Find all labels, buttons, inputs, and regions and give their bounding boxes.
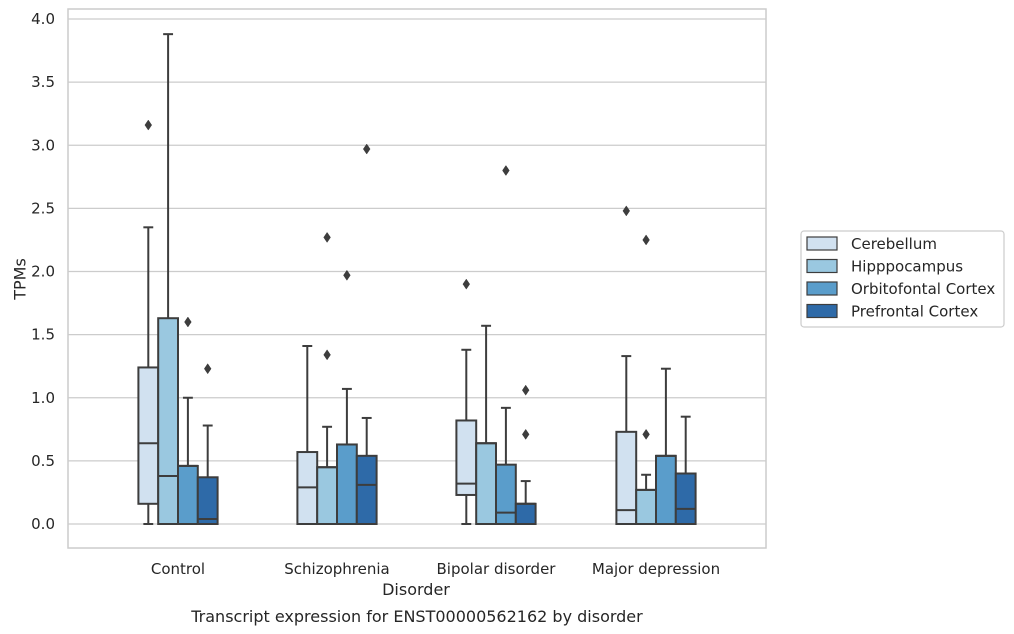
box-body — [475, 442, 498, 526]
plot-frame — [67, 8, 767, 549]
box-cerebellum — [615, 205, 638, 525]
y-tick-label: 4.0 — [31, 10, 55, 28]
y-tick-label: 1.5 — [31, 326, 55, 344]
x-tick-label: Schizophrenia — [284, 560, 389, 578]
box-prefrontal-cortex — [355, 143, 378, 526]
legend-swatch — [806, 236, 838, 251]
y-tick-label: 2.0 — [31, 263, 55, 281]
y-tick-label: 0.0 — [31, 515, 55, 533]
x-axis-ticks: Control Schizophrenia Bipolar disorder Majo… — [151, 560, 720, 578]
outlier-point — [343, 269, 351, 281]
outlier-point — [203, 363, 212, 375]
box-body — [177, 464, 199, 525]
outlier-point — [184, 316, 192, 328]
box-cerebellum — [455, 278, 478, 525]
outlier-point — [642, 428, 650, 440]
outlier-point — [323, 349, 331, 361]
y-tick-label: 3.0 — [31, 136, 55, 154]
y-tick-label: 3.5 — [31, 73, 55, 91]
box-hipppocampus — [635, 234, 658, 526]
outlier-point — [462, 278, 471, 290]
box-prefrontal-cortex — [674, 415, 697, 525]
x-axis-label: Disorder — [382, 580, 450, 599]
legend: Cerebellum Hipppocampus Orbitofontal Corte… — [800, 230, 1005, 328]
outlier-point — [323, 231, 331, 243]
box-hipppocampus — [157, 33, 179, 525]
legend-label: Hipppocampus — [851, 258, 963, 276]
legend-frame — [800, 230, 1005, 328]
box-prefrontal-cortex — [514, 384, 537, 525]
box-body — [355, 454, 378, 526]
x-tick-label: Bipolar disorder — [437, 560, 557, 578]
legend-swatch — [806, 258, 838, 274]
box-hipppocampus — [475, 324, 498, 526]
outlier-point — [144, 119, 153, 131]
outlier-point — [521, 428, 530, 440]
box-body — [635, 488, 658, 526]
outlier-point — [502, 165, 510, 176]
box-body — [674, 472, 697, 525]
box-body — [615, 430, 638, 525]
box-body — [137, 366, 160, 505]
box-orbitofontal-cortex — [177, 316, 199, 525]
box-cerebellum — [296, 344, 319, 526]
outlier-point — [521, 384, 530, 396]
box-body — [514, 502, 537, 525]
x-tick-label: Major depression — [592, 560, 720, 578]
plot-area — [137, 33, 697, 526]
box-body — [336, 443, 358, 525]
outlier-point — [622, 205, 631, 217]
y-tick-label: 1.0 — [31, 389, 55, 407]
y-axis-label: TPMs — [11, 258, 30, 301]
box-prefrontal-cortex — [196, 363, 219, 526]
box-body — [157, 317, 179, 525]
box-hipppocampus — [316, 231, 339, 525]
y-tick-label: 2.5 — [31, 199, 55, 217]
box-orbitofontal-cortex — [495, 165, 517, 526]
chart-caption: Transcript expression for ENST0000056216… — [190, 607, 643, 626]
box-body — [495, 463, 517, 526]
y-tick-label: 0.5 — [31, 452, 55, 470]
outlier-point — [362, 143, 371, 155]
box-body — [316, 466, 339, 525]
x-tick-label: Control — [151, 560, 205, 578]
box-body — [655, 454, 677, 526]
outlier-point — [642, 234, 650, 246]
legend-label: Cerebellum — [851, 235, 937, 253]
legend-label: Prefrontal Cortex — [851, 303, 978, 321]
legend-label: Orbitofontal Cortex — [851, 280, 995, 298]
box-cerebellum — [137, 119, 160, 525]
legend-swatch — [806, 303, 838, 319]
box-orbitofontal-cortex — [655, 367, 677, 526]
y-axis-ticks: 0.0 0.5 1.0 1.5 2.0 2.5 3.0 3.5 4.0 — [31, 10, 55, 533]
box-orbitofontal-cortex — [336, 269, 358, 525]
box-body — [196, 476, 219, 526]
legend-swatch — [806, 281, 838, 296]
